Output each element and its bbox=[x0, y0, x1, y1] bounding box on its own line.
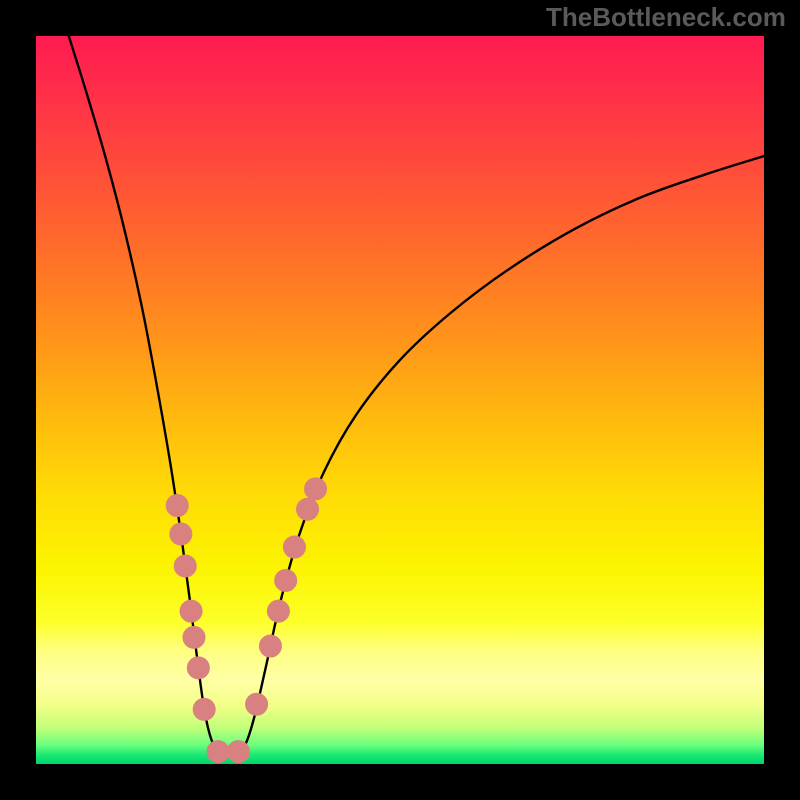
plot-svg bbox=[0, 0, 800, 800]
data-marker bbox=[283, 536, 305, 558]
data-marker bbox=[166, 495, 188, 517]
figure-root: TheBottleneck.com bbox=[0, 0, 800, 800]
data-marker bbox=[170, 523, 192, 545]
data-marker bbox=[227, 741, 249, 763]
data-marker bbox=[193, 698, 215, 720]
data-marker bbox=[187, 657, 209, 679]
data-marker bbox=[183, 626, 205, 648]
data-marker bbox=[246, 693, 268, 715]
data-marker bbox=[267, 600, 289, 622]
data-marker bbox=[275, 570, 297, 592]
data-marker bbox=[180, 600, 202, 622]
data-marker bbox=[259, 635, 281, 657]
data-marker bbox=[207, 741, 229, 763]
bottleneck-curve bbox=[69, 36, 764, 754]
data-marker bbox=[305, 478, 327, 500]
data-marker bbox=[174, 555, 196, 577]
data-marker bbox=[297, 498, 319, 520]
watermark-text: TheBottleneck.com bbox=[546, 2, 786, 33]
